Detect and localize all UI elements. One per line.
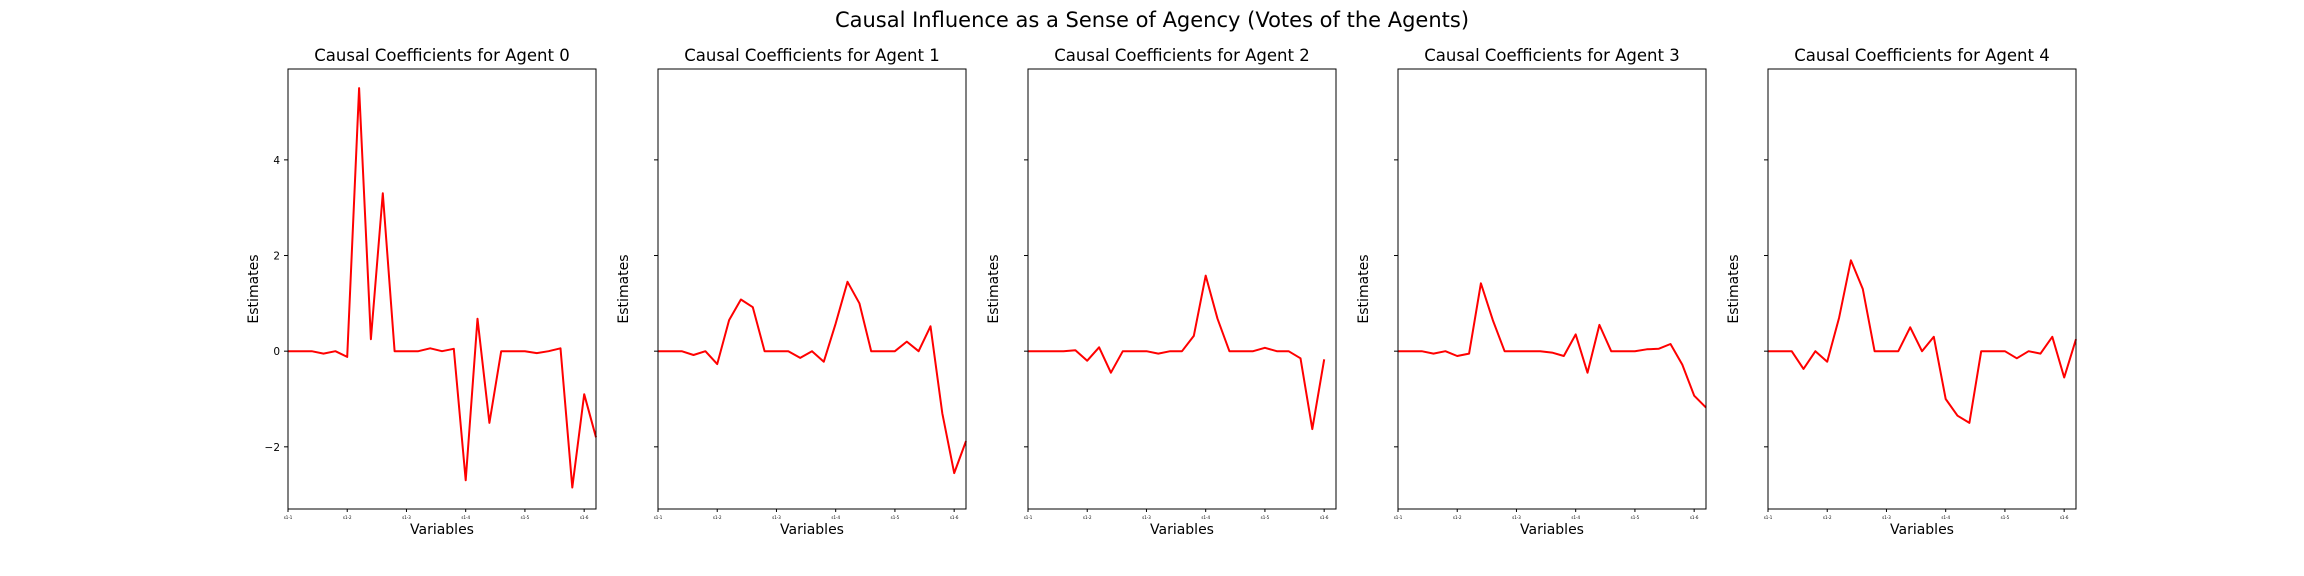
series-line	[1768, 259, 2077, 424]
axes-frame	[657, 68, 967, 510]
x-tick-label: s1-1	[1394, 515, 1403, 520]
x-tick-label: s1-1	[1764, 515, 1773, 520]
x-tick-label: s1-5	[2001, 515, 2010, 520]
subplot-title: Causal Coefficients for Agent 3	[1424, 46, 1679, 65]
subplot-agent-3: Causal Coefficients for Agent 3 s1-1 s1-2 s…	[1356, 46, 1707, 538]
y-tick-label: 4	[273, 155, 280, 167]
series-line	[658, 280, 967, 475]
axes-frame	[1027, 68, 1337, 510]
x-axis-label: Variables	[1150, 522, 1214, 538]
x-tick-label: s1-4	[461, 515, 470, 520]
y-tick-label: 0	[273, 346, 280, 358]
x-tick-label: s1-1	[284, 515, 293, 520]
axes-frame	[287, 68, 597, 510]
x-tick-label: s1-5	[891, 515, 900, 520]
x-axis-label: Variables	[780, 522, 844, 538]
subplot-title: Causal Coefficients for Agent 0	[314, 46, 569, 65]
y-axis-label: Estimates	[1356, 254, 1372, 323]
x-axis-label: Variables	[1520, 522, 1584, 538]
x-tick-label: s1-4	[831, 515, 840, 520]
subplot-agent-1: Causal Coefficients for Agent 1 s1-1 s1-2 s…	[616, 46, 967, 538]
x-tick-label: s1-4	[1201, 515, 1210, 520]
x-tick-label: s1-6	[950, 515, 959, 520]
x-axis-label: Variables	[1890, 522, 1954, 538]
x-tick-label: s1-3	[1882, 515, 1891, 520]
x-tick-label: s1-4	[1941, 515, 1950, 520]
series-line	[1398, 282, 1707, 409]
x-tick-label: s1-5	[1261, 515, 1270, 520]
x-tick-label: s1-3	[1512, 515, 1521, 520]
x-tick-label: s1-4	[1571, 515, 1580, 520]
subplot-agent-2: Causal Coefficients for Agent 2 s1-1 s1-2 s…	[986, 46, 1337, 538]
x-tick-label: s1-6	[580, 515, 589, 520]
x-tick-label: s1-6	[1320, 515, 1329, 520]
y-axis-label: Estimates	[246, 254, 262, 323]
x-tick-label: s1-3	[1142, 515, 1151, 520]
x-tick-label: s1-3	[772, 515, 781, 520]
x-tick-label: s1-3	[402, 515, 411, 520]
subplot-grid: Causal Coefficients for Agent 0 −2 0 2 4 s1-1…	[246, 46, 2077, 538]
subplot-agent-4: Causal Coefficients for Agent 4 s1-1 s1-2 s…	[1726, 46, 2077, 538]
axes-frame	[1767, 68, 2077, 510]
x-tick-label: s1-1	[654, 515, 663, 520]
x-axis-label: Variables	[410, 522, 474, 538]
subplot-title: Causal Coefficients for Agent 4	[1794, 46, 2049, 65]
x-tick-label: s1-2	[713, 515, 722, 520]
x-tick-label: s1-6	[2060, 515, 2069, 520]
x-tick-label: s1-6	[1690, 515, 1699, 520]
x-tick-label: s1-2	[1823, 515, 1832, 520]
y-tick-label: −2	[265, 442, 280, 454]
x-tick-label: s1-2	[1083, 515, 1092, 520]
series-line	[288, 87, 597, 489]
series-line	[1028, 274, 1326, 431]
y-axis-label: Estimates	[1726, 254, 1742, 323]
subplot-title: Causal Coefficients for Agent 1	[684, 46, 939, 65]
subplot-title: Causal Coefficients for Agent 2	[1054, 46, 1309, 65]
subplot-agent-0: Causal Coefficients for Agent 0 −2 0 2 4 s1-1…	[246, 46, 597, 538]
y-axis-label: Estimates	[986, 254, 1002, 323]
figure-suptitle: Causal Influence as a Sense of Agency (V…	[835, 8, 1469, 32]
x-tick-label: s1-5	[1631, 515, 1640, 520]
y-axis-label: Estimates	[616, 254, 632, 323]
x-tick-label: s1-1	[1024, 515, 1033, 520]
axes-frame	[1397, 68, 1707, 510]
x-tick-label: s1-2	[1453, 515, 1462, 520]
x-tick-label: s1-2	[343, 515, 352, 520]
x-tick-label: s1-5	[521, 515, 530, 520]
y-tick-label: 2	[273, 251, 280, 263]
